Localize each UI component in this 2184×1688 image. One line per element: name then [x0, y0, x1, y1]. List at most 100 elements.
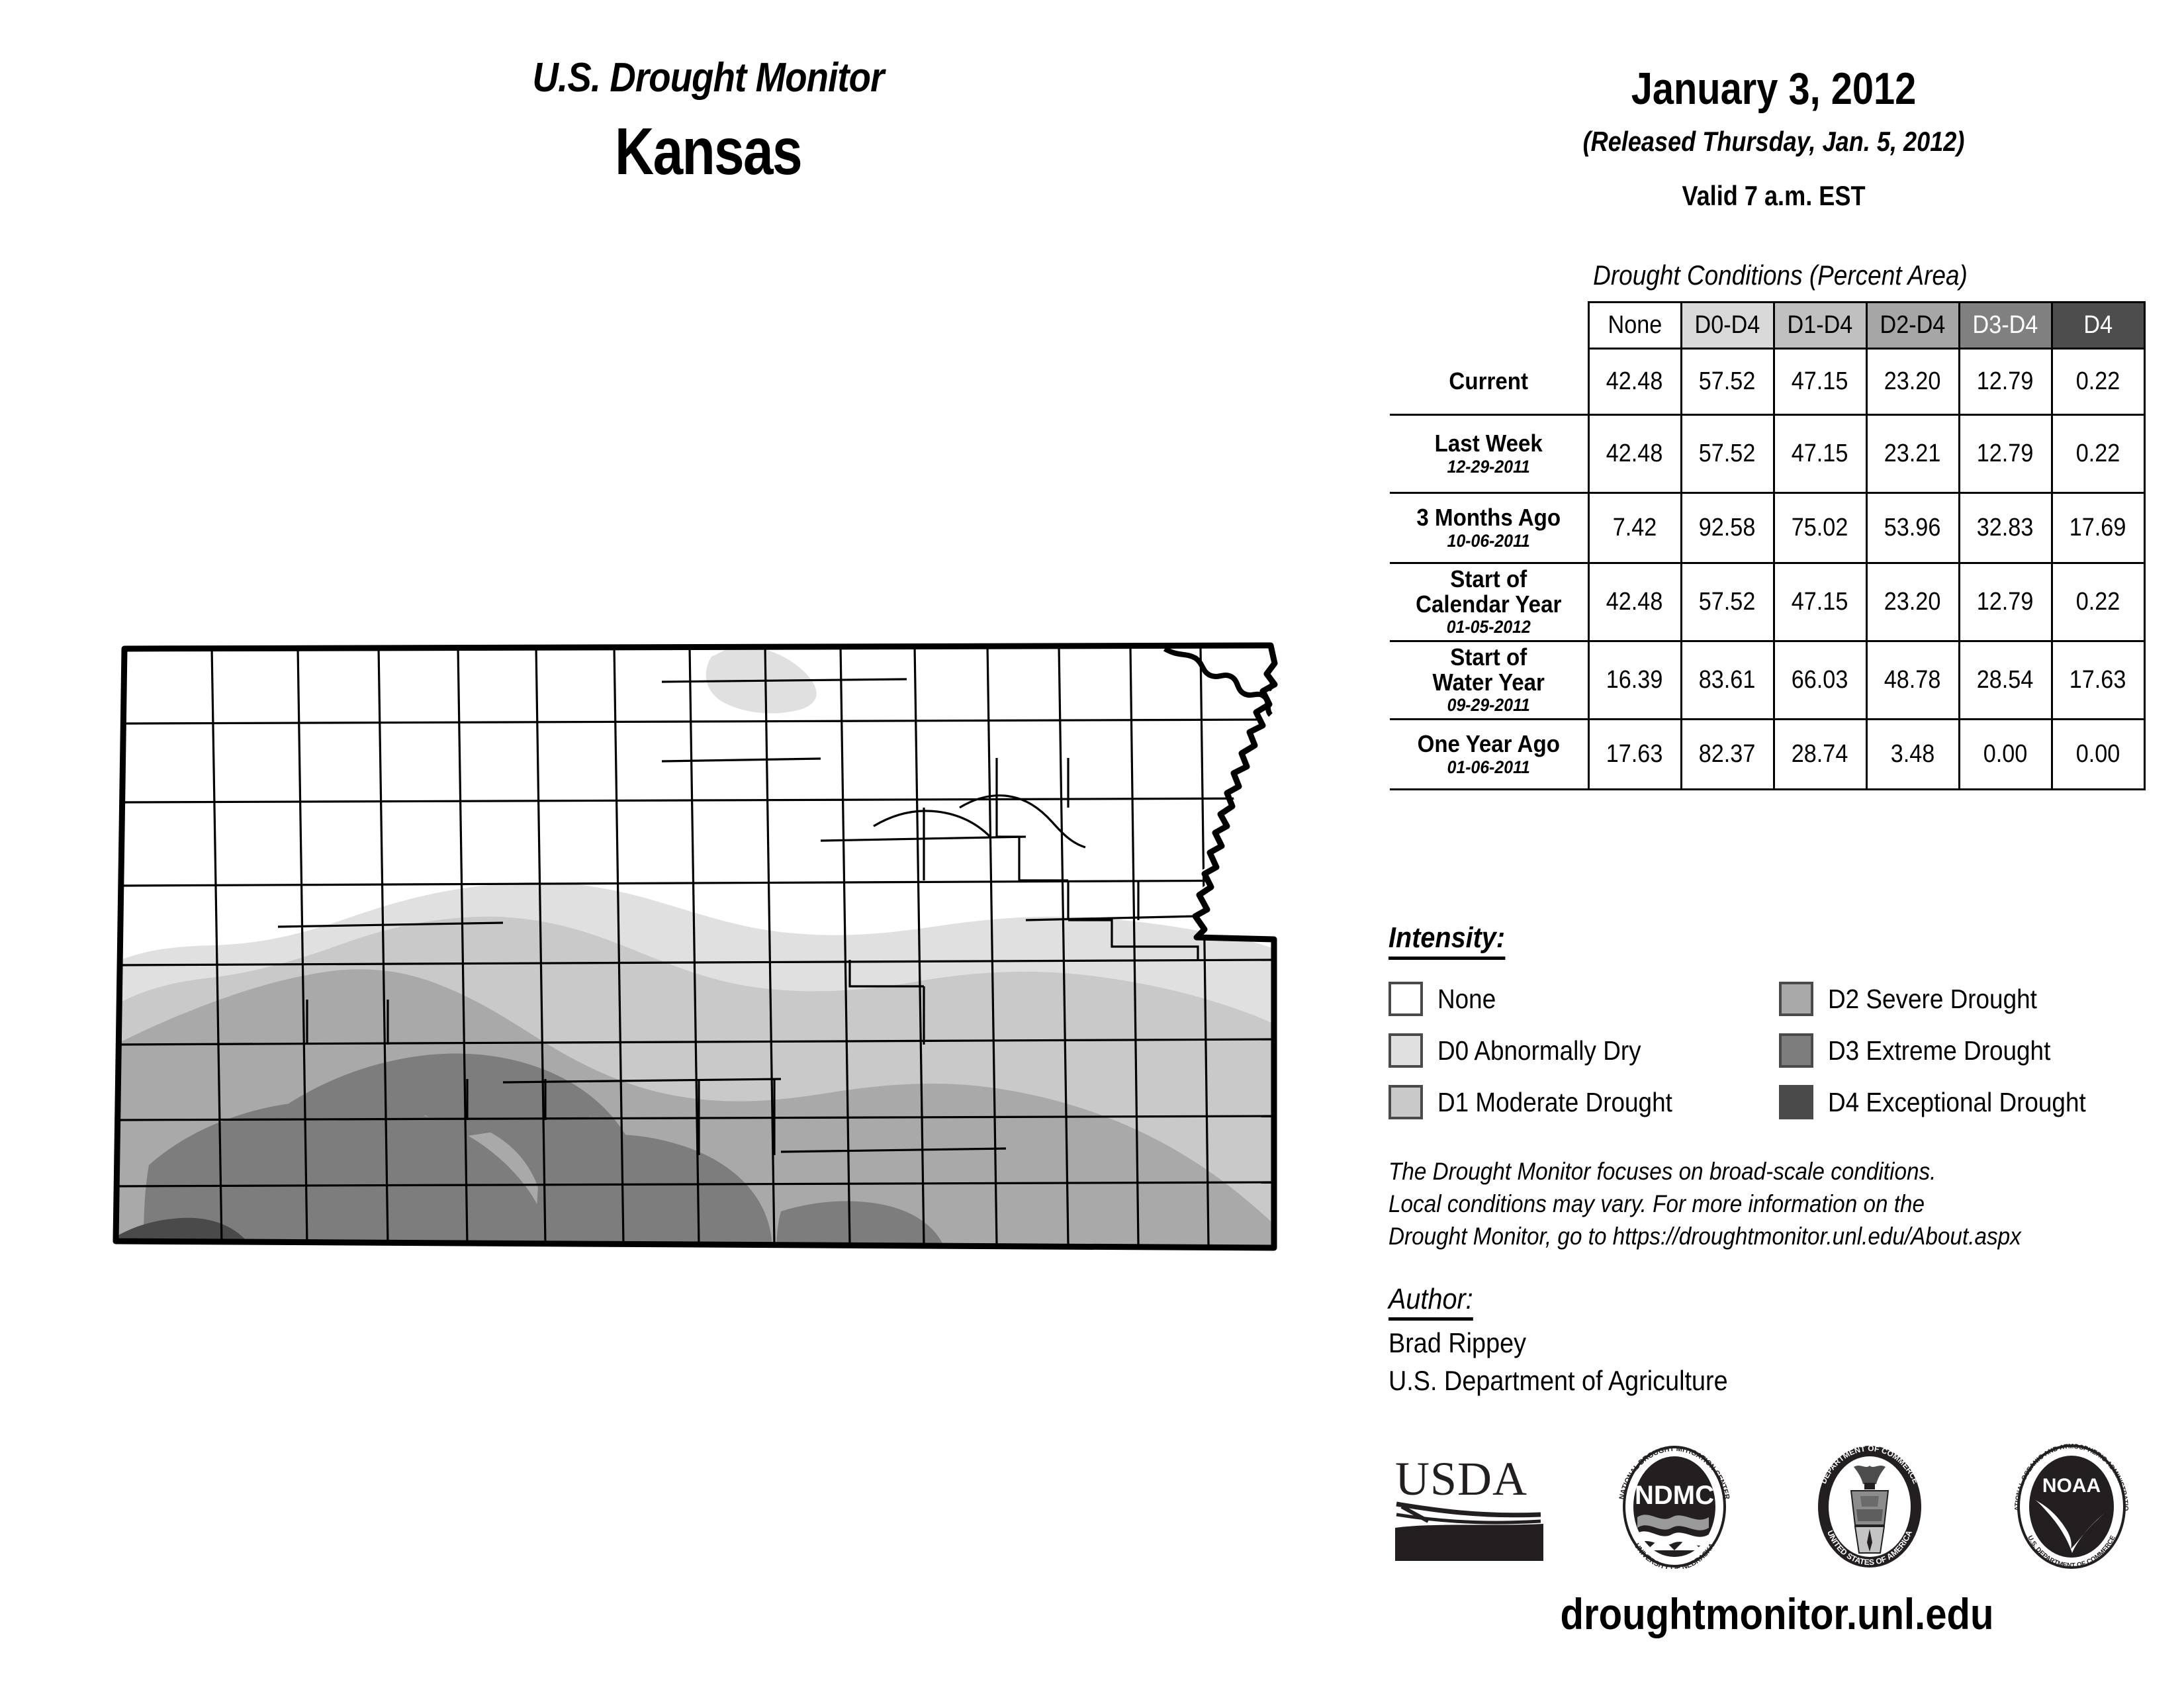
cell-lastweek-d2d4: 23.21	[1865, 414, 1960, 494]
cell-water-none: 16.39	[1587, 640, 1682, 720]
cell-water-d0d4: 83.61	[1680, 640, 1775, 720]
row-label-one-year-ago: One Year Ago 01-06-2011	[1390, 719, 1590, 790]
program-title: U.S. Drought Monitor	[532, 55, 885, 101]
cell-water-d4: 17.63	[2050, 640, 2146, 720]
legend-row-1: None D2 Severe Drought	[1388, 973, 2169, 1025]
row-label-three-months-ago: 3 Months Ago 10-06-2011	[1390, 492, 1590, 564]
legend-item-d2: D2 Severe Drought	[1779, 982, 2169, 1016]
cell-lastweek-d0d4: 57.52	[1680, 414, 1775, 494]
cell-oneyear-d2d4: 3.48	[1865, 718, 1960, 790]
table-row-start-water-year: Start of Water Year 09-29-2011 16.39 83.…	[1390, 640, 2146, 720]
row-label-text: Last Week	[1434, 429, 1543, 457]
row-label-text: 3 Months Ago	[1416, 503, 1561, 531]
cell-current-d0d4: 57.52	[1680, 348, 1775, 416]
legend-label-d2: D2 Severe Drought	[1828, 983, 2037, 1014]
row-label-last-week: Last Week 12-29-2011	[1390, 414, 1590, 494]
row-label-text: One Year Ago	[1417, 729, 1560, 757]
row-label-start-water-year: Start of Water Year 09-29-2011	[1390, 641, 1590, 720]
row-label-start-calendar-year: Start of Calendar Year 01-05-2012	[1390, 563, 1590, 642]
col-header-d4: D4	[2050, 301, 2146, 350]
disclaimer-line-3: Drought Monitor, go to https://droughtmo…	[1388, 1223, 2021, 1250]
cell-cal-d0d4: 57.52	[1680, 562, 1775, 642]
d3-southeast-sliver	[776, 1201, 949, 1248]
cell-lastweek-d3d4: 12.79	[1958, 414, 2053, 494]
cell-water-d2d4: 48.78	[1865, 640, 1960, 720]
site-url: droughtmonitor.unl.edu	[1560, 1589, 1994, 1638]
swatch-d4	[1779, 1085, 1813, 1119]
legend-row-3: D1 Moderate Drought D4 Exceptional Droug…	[1388, 1076, 2169, 1128]
table-row-last-week: Last Week 12-29-2011 42.48 57.52 47.15 2…	[1390, 414, 2146, 494]
cell-3mo-none: 7.42	[1587, 492, 1682, 564]
valid-time: Valid 7 a.m. EST	[1682, 180, 1866, 211]
table-head: None D0-D4 D1-D4 D2-D4 D3-D4 D4	[1390, 301, 2146, 350]
cell-water-d3d4: 28.54	[1958, 640, 2053, 720]
cell-cal-d2d4: 23.20	[1865, 562, 1960, 642]
table-row-three-months-ago: 3 Months Ago 10-06-2011 7.42 92.58 75.02…	[1390, 492, 2146, 564]
author-organization: U.S. Department of Agriculture	[1388, 1365, 1728, 1396]
county-boundaries	[116, 645, 1275, 1245]
swatch-d0	[1388, 1033, 1423, 1068]
legend-item-d0: D0 Abnormally Dry	[1388, 1033, 1779, 1068]
header-spacer	[1390, 302, 1588, 349]
state-title: Kansas	[615, 115, 803, 189]
col-header-none: None	[1587, 301, 1682, 350]
legend-label-d0: D0 Abnormally Dry	[1437, 1035, 1641, 1066]
disclaimer-block: The Drought Monitor focuses on broad-sca…	[1388, 1155, 2097, 1253]
cell-current-none: 42.48	[1587, 348, 1682, 416]
legend-item-d4: D4 Exceptional Drought	[1779, 1085, 2169, 1119]
cell-lastweek-none: 42.48	[1587, 414, 1682, 494]
legend-row-2: D0 Abnormally Dry D3 Extreme Drought	[1388, 1025, 2169, 1076]
legend-label-d4: D4 Exceptional Drought	[1828, 1086, 2086, 1117]
author-heading: Author:	[1388, 1283, 1473, 1321]
row-label-text: Start of Calendar Year	[1416, 565, 1562, 618]
svg-text:NOAA: NOAA	[2042, 1475, 2101, 1497]
swatch-d2	[1779, 982, 1813, 1016]
cell-oneyear-d0d4: 82.37	[1680, 718, 1775, 790]
cell-3mo-d4: 17.69	[2050, 492, 2146, 564]
agency-logos: USDA NDMC NATIONAL DROUGHT MITIGATION CE…	[1390, 1438, 2171, 1572]
row-label-current: Current	[1390, 348, 1590, 416]
d3-mid-patch	[364, 1068, 536, 1139]
cell-current-d1d4: 47.15	[1772, 348, 1868, 416]
disclaimer-line-1: The Drought Monitor focuses on broad-sca…	[1388, 1158, 1936, 1185]
author-name: Brad Rippey	[1388, 1327, 1527, 1358]
cell-oneyear-d1d4: 28.74	[1772, 718, 1868, 790]
usda-logo: USDA	[1390, 1443, 1549, 1572]
d3-central-extension	[536, 1134, 772, 1248]
table-row-start-calendar-year: Start of Calendar Year 01-05-2012 42.48 …	[1390, 562, 2146, 642]
doc-logo: DEPARTMENT OF COMMERCE UNITED STATES OF …	[1803, 1443, 1936, 1572]
cell-oneyear-d3d4: 0.00	[1958, 718, 2053, 790]
drought-shading-layers	[116, 645, 1279, 1248]
drought-conditions-table: None D0-D4 D1-D4 D2-D4 D3-D4 D4 Current …	[1390, 301, 2146, 790]
missouri-river-border	[1163, 646, 1273, 717]
swatch-none	[1388, 982, 1423, 1016]
row-label-date: 09-29-2011	[1447, 695, 1530, 716]
cell-cal-none: 42.48	[1587, 562, 1682, 642]
cell-3mo-d2d4: 53.96	[1865, 492, 1960, 564]
svg-text:USDA: USDA	[1395, 1452, 1527, 1505]
col-header-d2d4: D2-D4	[1865, 301, 1960, 350]
intensity-legend: None D2 Severe Drought D0 Abnormally Dry…	[1388, 973, 2169, 1128]
cell-current-d2d4: 23.20	[1865, 348, 1960, 416]
col-header-d0d4: D0-D4	[1680, 301, 1775, 350]
svg-text:NDMC: NDMC	[1635, 1481, 1714, 1510]
table-body: Current 42.48 57.52 47.15 23.20 12.79 0.…	[1390, 348, 2146, 790]
table-caption: Drought Conditions (Percent Area)	[1593, 259, 1968, 291]
legend-item-d1: D1 Moderate Drought	[1388, 1085, 1779, 1119]
cell-cal-d4: 0.22	[2050, 562, 2146, 642]
cell-lastweek-d1d4: 47.15	[1772, 414, 1868, 494]
row-label-text: Start of Water Year	[1432, 643, 1545, 696]
disclaimer-line-2: Local conditions may vary. For more info…	[1388, 1190, 1925, 1218]
row-label-date: 10-06-2011	[1447, 530, 1530, 551]
row-label-date: 12-29-2011	[1447, 456, 1530, 477]
col-header-d3d4: D3-D4	[1958, 301, 2053, 350]
legend-label-d3: D3 Extreme Drought	[1828, 1035, 2051, 1066]
ndmc-logo: NDMC NATIONAL DROUGHT MITIGATION CENTER …	[1608, 1443, 1741, 1572]
cell-cal-d1d4: 47.15	[1772, 562, 1868, 642]
cell-current-d3d4: 12.79	[1958, 348, 2053, 416]
noaa-logo: NOAA NATIONAL OCEANIC AND ATMOSPHERIC AD…	[1999, 1438, 2141, 1572]
released-date: (Released Thursday, Jan. 5, 2012)	[1582, 126, 1965, 157]
swatch-d3	[1779, 1033, 1813, 1068]
table-row-current: Current 42.48 57.52 47.15 23.20 12.79 0.…	[1390, 348, 2146, 416]
row-label-text: Current	[1449, 367, 1529, 395]
